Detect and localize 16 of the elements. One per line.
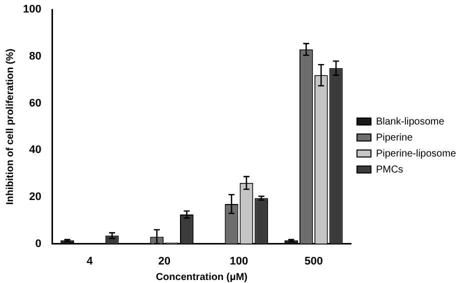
y-tick-label: 0 bbox=[35, 238, 42, 250]
y-tick-label: 60 bbox=[29, 97, 42, 110]
y-tick-label: 40 bbox=[29, 144, 42, 156]
x-axis-title: Concentration (μM) bbox=[156, 272, 248, 283]
y-tick-label: 100 bbox=[22, 4, 42, 16]
legend-label: Piperine-liposome bbox=[376, 148, 456, 160]
legend-label: Blank-liposome bbox=[376, 116, 445, 128]
legend-label: PMCs bbox=[376, 164, 404, 176]
x-tick-label: 20 bbox=[158, 255, 170, 268]
x-tick-label: 4 bbox=[86, 255, 94, 268]
x-tick-label: 100 bbox=[230, 255, 248, 268]
legend-label: Piperine bbox=[376, 132, 414, 144]
x-tick-label: 500 bbox=[304, 255, 323, 268]
y-tick-label: 80 bbox=[29, 50, 42, 62]
y-tick-label: 20 bbox=[29, 190, 42, 203]
y-axis-title: Inhibition of cell proliferation (%) bbox=[4, 48, 16, 205]
